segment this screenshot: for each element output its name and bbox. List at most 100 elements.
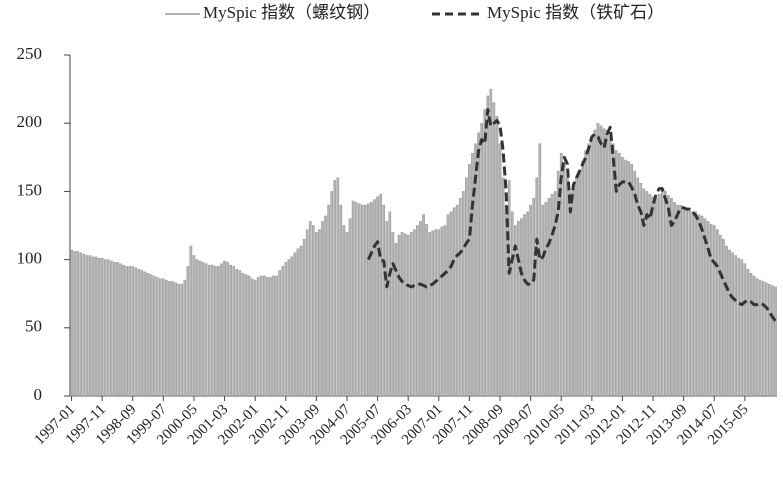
bar — [474, 143, 477, 397]
bar — [618, 153, 621, 397]
bar — [198, 260, 202, 397]
bar — [293, 252, 297, 397]
bar — [149, 274, 153, 397]
bar — [162, 278, 165, 397]
bar — [575, 177, 578, 397]
bar — [596, 122, 600, 397]
bar — [771, 285, 774, 397]
bar — [550, 193, 554, 397]
bar — [70, 249, 73, 397]
bar — [608, 136, 612, 397]
bar — [449, 211, 453, 397]
bar — [679, 204, 682, 397]
bar — [719, 234, 722, 397]
bar — [211, 264, 214, 397]
bar — [214, 266, 217, 397]
bar — [315, 232, 318, 397]
bar — [168, 281, 171, 397]
bar — [538, 143, 542, 397]
bar — [226, 262, 229, 397]
y-tick-label: 50 — [25, 317, 42, 336]
bar — [517, 221, 520, 397]
bar — [611, 143, 615, 397]
bar — [85, 255, 89, 397]
bar — [642, 188, 646, 397]
bar — [559, 153, 563, 397]
bar — [489, 88, 493, 397]
bar — [569, 191, 572, 397]
bar — [360, 204, 364, 397]
bar — [495, 116, 499, 397]
bar — [155, 277, 159, 397]
bar — [290, 256, 294, 397]
bar — [201, 262, 205, 397]
bar — [253, 279, 257, 397]
bar — [247, 275, 251, 397]
bar — [400, 232, 404, 397]
bar — [91, 256, 95, 397]
bar — [357, 203, 361, 397]
bar — [376, 196, 379, 397]
bar — [630, 163, 633, 397]
bar — [584, 150, 588, 397]
bar — [422, 214, 425, 397]
bar — [458, 198, 462, 397]
bar — [269, 277, 272, 397]
bar — [709, 223, 713, 397]
bar — [259, 275, 263, 397]
bar — [116, 262, 119, 397]
bar — [373, 199, 376, 397]
bar — [624, 159, 627, 397]
bar — [590, 136, 594, 397]
bar — [471, 153, 474, 397]
bar — [391, 232, 395, 397]
legend-label: MySpic 指数（螺纹钢） — [203, 3, 380, 22]
bar — [403, 233, 407, 397]
bar — [131, 266, 135, 397]
bar — [79, 252, 83, 397]
bar — [180, 283, 184, 397]
bar — [651, 196, 655, 397]
bar — [128, 266, 131, 397]
bar — [676, 204, 679, 397]
bar — [743, 263, 747, 397]
bar — [235, 268, 239, 397]
bar — [281, 266, 285, 397]
bar — [587, 143, 591, 397]
bar — [406, 234, 410, 397]
bar — [572, 184, 575, 397]
bar — [566, 177, 569, 397]
bar — [394, 243, 398, 397]
bar — [305, 229, 309, 397]
bar — [336, 177, 340, 397]
bar — [654, 198, 658, 397]
bar — [593, 129, 597, 397]
bar — [431, 230, 434, 397]
bar — [694, 211, 698, 397]
bar — [758, 279, 762, 397]
bar — [752, 275, 756, 397]
bar — [486, 95, 490, 397]
bar — [547, 198, 551, 397]
bar — [703, 218, 707, 397]
bar — [510, 211, 514, 397]
bar — [103, 259, 107, 397]
bar — [370, 202, 373, 397]
bar — [755, 278, 759, 397]
bar — [113, 262, 116, 397]
bar — [477, 132, 480, 397]
bar — [740, 259, 744, 397]
bar — [364, 204, 367, 397]
bar — [177, 283, 180, 397]
bar — [605, 129, 609, 397]
bar — [734, 255, 737, 397]
bar — [627, 161, 630, 397]
bar — [94, 256, 98, 397]
bar — [152, 275, 156, 397]
bar — [195, 259, 199, 397]
bar — [125, 266, 128, 397]
bar — [507, 180, 511, 397]
y-tick-label: 150 — [17, 180, 43, 199]
bar — [250, 278, 254, 397]
bar — [553, 191, 557, 397]
